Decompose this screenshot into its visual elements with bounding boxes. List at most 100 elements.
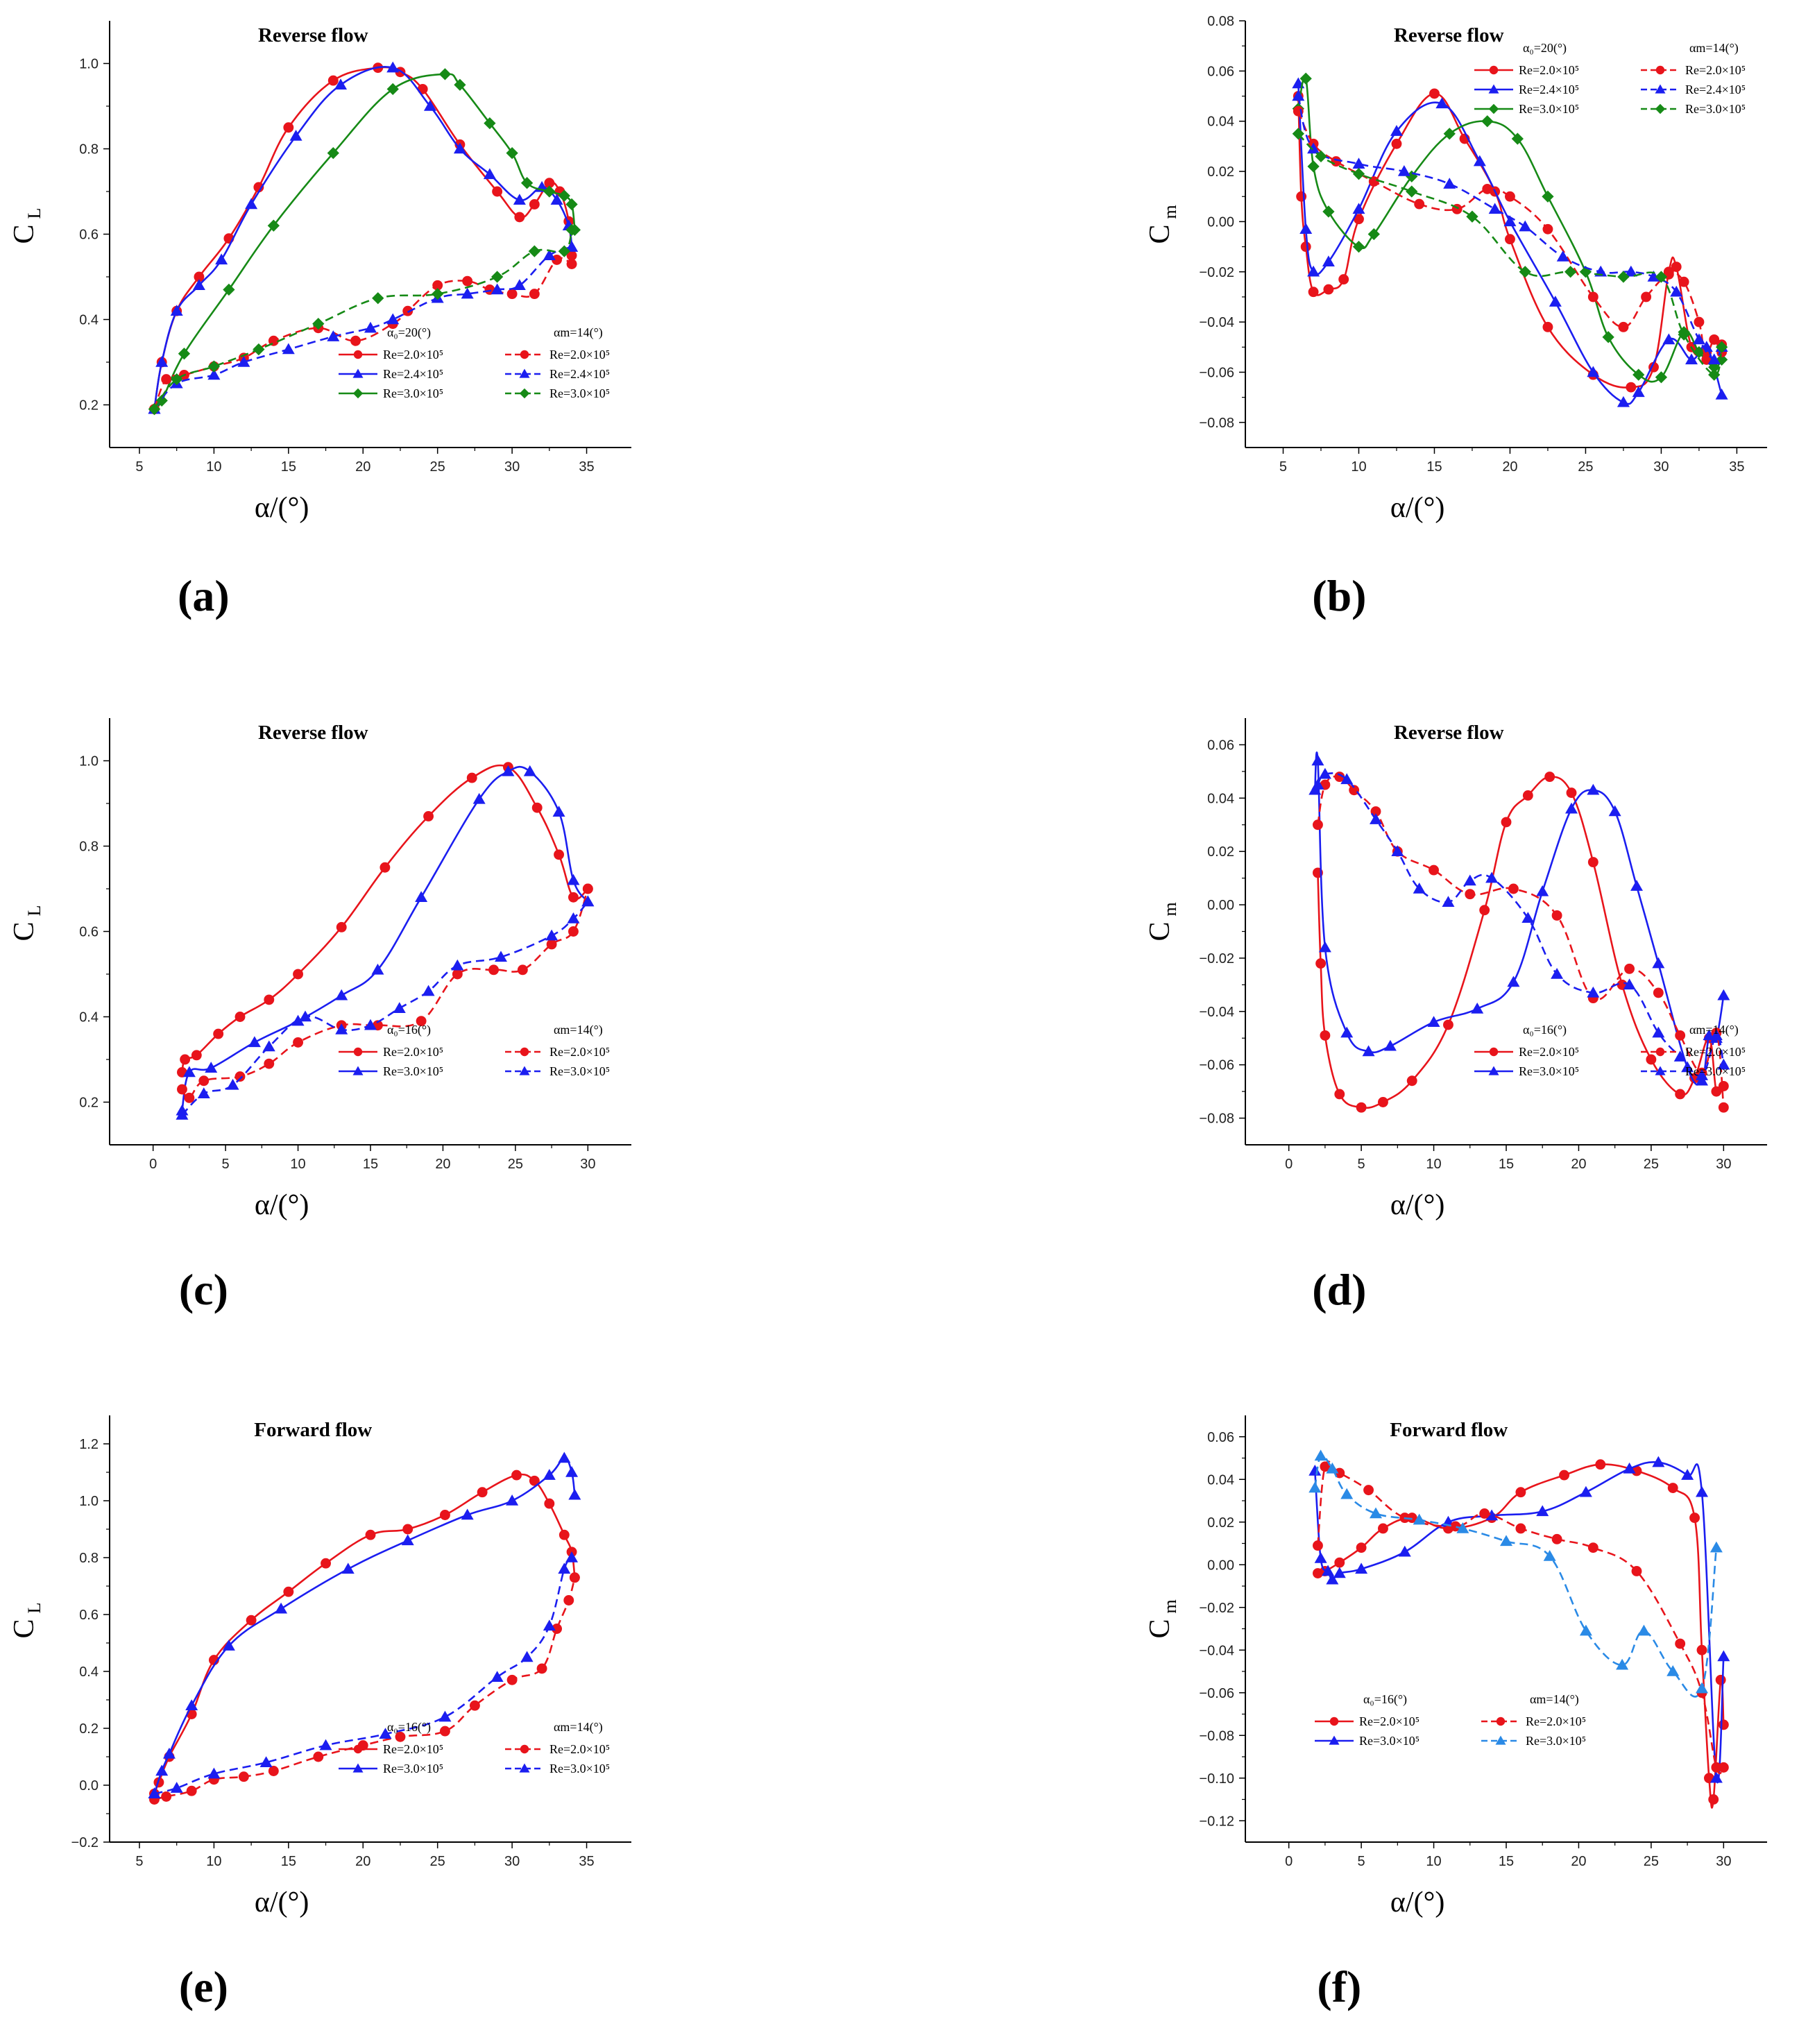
- x-tick-label: 25: [508, 1157, 523, 1172]
- y-axis-label: CL: [8, 1603, 44, 1639]
- series-line: [1297, 133, 1723, 376]
- data-point: [1479, 905, 1490, 916]
- series-blue-triangle-solid: [148, 1451, 581, 1799]
- data-point: [1308, 1481, 1322, 1493]
- data-point: [438, 68, 452, 80]
- data-point: [559, 1529, 570, 1540]
- data-point: [1406, 1075, 1417, 1087]
- x-tick-label: 25: [1578, 459, 1593, 475]
- data-point: [350, 335, 361, 346]
- data-point: [1579, 1624, 1592, 1636]
- x-tick-label: 20: [1502, 459, 1517, 475]
- data-point: [191, 1050, 202, 1061]
- data-point: [1710, 1541, 1723, 1553]
- data-point: [567, 874, 580, 885]
- data-point: [185, 1699, 198, 1710]
- data-point: [155, 356, 169, 367]
- legend-label: Re=3.0×10⁵: [549, 1064, 610, 1078]
- data-point: [546, 939, 557, 950]
- data-point: [1543, 1549, 1556, 1561]
- legend-label: Re=3.0×10⁵: [1526, 1734, 1586, 1748]
- data-point: [1427, 1016, 1440, 1027]
- data-point: [1315, 958, 1327, 969]
- data-point: [569, 1572, 580, 1583]
- y-tick-label: 0.0: [79, 1778, 99, 1794]
- data-point: [1443, 128, 1456, 140]
- y-tick-label: −0.06: [1199, 1058, 1234, 1073]
- data-point: [1414, 198, 1425, 210]
- x-tick-label: 25: [430, 459, 445, 475]
- data-point: [334, 78, 348, 90]
- legend: α₀=16(°) αm=14(°) Re=2.0×10⁵ Re=3.0×10⁵ Re=2…: [339, 1720, 610, 1775]
- data-point: [1311, 754, 1324, 766]
- data-point: [313, 1751, 324, 1762]
- legend-swatch-marker: [519, 388, 530, 399]
- y-tick-label: 0.00: [1207, 1558, 1234, 1573]
- x-tick-label: 10: [1426, 1854, 1441, 1869]
- data-point: [1708, 368, 1721, 381]
- data-point: [502, 765, 515, 776]
- data-point: [513, 194, 526, 205]
- data-point: [469, 1700, 480, 1711]
- data-point: [543, 1469, 556, 1480]
- legend-header: αm=14(°): [554, 1023, 603, 1037]
- x-tick-label: 30: [504, 1854, 520, 1869]
- data-point: [289, 130, 302, 141]
- legend-swatch-marker: [1488, 103, 1499, 114]
- legend-label: Re=3.0×10⁵: [383, 1064, 443, 1078]
- series-red-circle-solid: [177, 762, 593, 1078]
- data-point: [1370, 806, 1381, 817]
- data-point: [506, 1674, 518, 1685]
- data-point: [1670, 285, 1683, 297]
- data-point: [176, 1108, 189, 1120]
- data-point: [283, 1586, 294, 1597]
- data-point: [379, 1728, 392, 1739]
- legend-swatch-marker: [1496, 1717, 1506, 1726]
- data-point: [1707, 353, 1721, 365]
- data-point: [238, 1771, 249, 1782]
- x-tick-label: 20: [1571, 1157, 1586, 1172]
- data-point: [1443, 1019, 1453, 1030]
- y-axis-label: Cm: [1144, 1599, 1180, 1638]
- data-point: [1406, 185, 1418, 198]
- panel-label: (a): [178, 571, 230, 620]
- y-axis-label-main: C: [1144, 224, 1176, 244]
- data-point: [1626, 382, 1637, 393]
- data-point: [565, 223, 578, 236]
- data-point: [1352, 203, 1365, 214]
- data-point: [1653, 987, 1664, 998]
- legend-label: Re=2.0×10⁵: [549, 1045, 610, 1059]
- legend-label: Re=2.0×10⁵: [1685, 63, 1746, 77]
- data-point: [1618, 321, 1629, 332]
- data-point: [568, 926, 579, 937]
- x-tick-label: 0: [1285, 1157, 1293, 1172]
- x-tick-label: 10: [290, 1157, 305, 1172]
- legend-label: Re=2.0×10⁵: [383, 1742, 443, 1756]
- series-line: [153, 73, 576, 410]
- data-point: [1587, 1542, 1598, 1553]
- panel-label: (d): [1312, 1265, 1366, 1314]
- data-point: [1311, 778, 1324, 790]
- data-point: [275, 1602, 288, 1614]
- data-point: [161, 374, 172, 385]
- legend-label: Re=3.0×10⁵: [549, 1762, 610, 1775]
- data-point: [1637, 1624, 1651, 1636]
- data-point: [523, 765, 536, 776]
- x-tick-label: 15: [1499, 1157, 1514, 1172]
- data-point: [1479, 1508, 1490, 1519]
- data-point: [1292, 128, 1304, 140]
- data-point: [1631, 1566, 1642, 1576]
- legend-swatch-marker: [1655, 84, 1666, 94]
- data-point: [237, 356, 250, 367]
- data-point: [506, 147, 518, 160]
- data-point: [529, 1475, 540, 1486]
- data-point: [529, 289, 540, 300]
- y-tick-label: 0.04: [1207, 1472, 1234, 1488]
- y-tick-label: −0.08: [1199, 1728, 1234, 1744]
- data-point: [1505, 234, 1515, 245]
- y-tick-label: 0.02: [1207, 164, 1234, 180]
- data-point: [1318, 767, 1331, 779]
- y-axis-label-sub: L: [24, 905, 44, 917]
- y-axis-label-main: C: [8, 224, 40, 244]
- data-point: [1623, 978, 1636, 990]
